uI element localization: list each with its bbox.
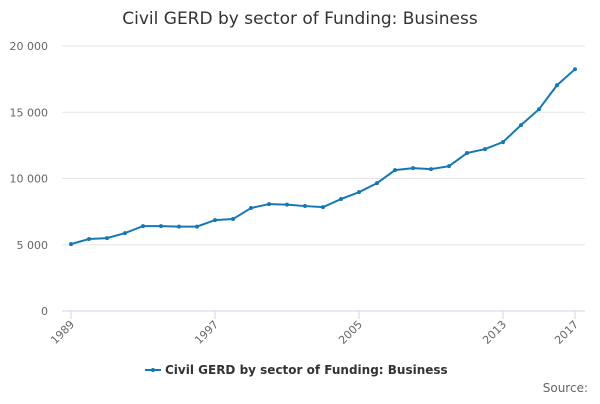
x-tick-label: 2005 — [336, 318, 365, 347]
point — [195, 224, 199, 229]
point — [483, 147, 487, 152]
legend-symbol — [151, 368, 155, 372]
point — [501, 140, 505, 145]
y-tick-label: 15 000 — [10, 106, 49, 119]
legend-label: Civil GERD by sector of Funding: Busines… — [165, 363, 448, 377]
y-tick-label: 5 000 — [17, 239, 49, 252]
source: Source: — [543, 381, 588, 395]
y-tick-label: 0 — [41, 305, 48, 318]
point — [357, 190, 361, 195]
point — [339, 197, 343, 202]
x-tick-label: 1989 — [48, 318, 77, 347]
point — [303, 204, 307, 209]
x-tick-label: 1997 — [192, 318, 221, 347]
point — [465, 151, 469, 156]
point — [231, 217, 235, 222]
point — [249, 206, 253, 211]
point — [141, 224, 145, 229]
point — [213, 218, 217, 223]
y-tick-label: 10 000 — [10, 173, 49, 186]
point — [393, 168, 397, 173]
point — [555, 83, 559, 88]
point — [285, 202, 289, 207]
point — [177, 224, 181, 229]
point — [159, 224, 163, 229]
point — [573, 67, 577, 72]
point — [537, 107, 541, 112]
chart-title: Civil GERD by sector of Funding: Busines… — [122, 9, 478, 29]
point — [69, 242, 73, 247]
point — [123, 231, 127, 236]
point — [447, 164, 451, 169]
y-tick-label: 20 000 — [10, 40, 49, 53]
point — [87, 237, 91, 242]
point — [105, 236, 109, 241]
point — [321, 205, 325, 210]
point — [375, 181, 379, 186]
x-tick-label: 2017 — [552, 318, 581, 347]
point — [429, 167, 433, 172]
point — [411, 166, 415, 171]
point — [519, 123, 523, 128]
series-line — [70, 68, 576, 246]
x-tick-label: 2013 — [480, 318, 509, 347]
point — [267, 202, 271, 207]
